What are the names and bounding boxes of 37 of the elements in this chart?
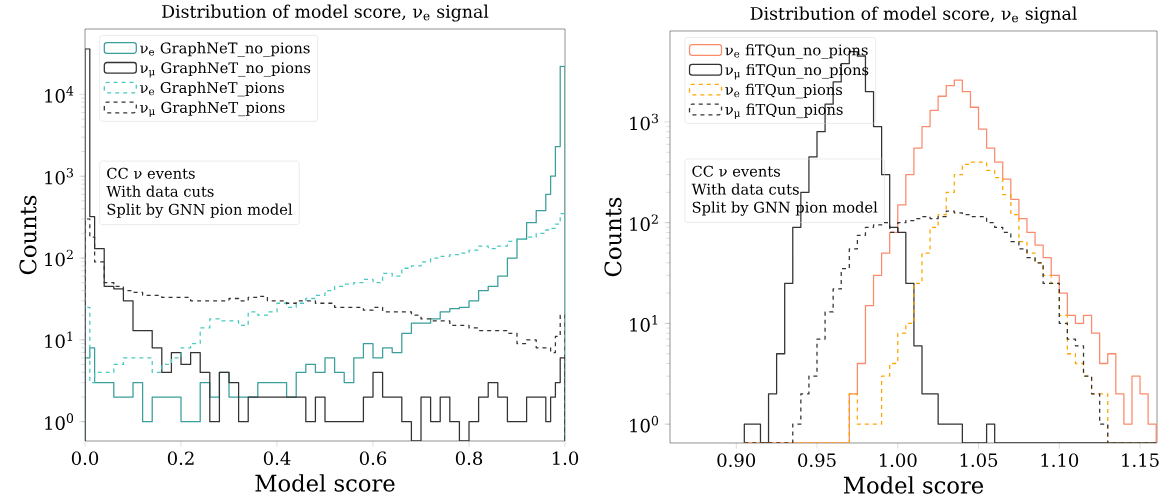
chart-title: Distribution of model score, ν$_{e}$ signal [750,6,1077,24]
legend-label: ν$_{e}$ GraphNeT_no_pions [140,42,310,57]
y-tick-label: 10$^{1}$ [630,315,658,332]
y-tick-label: 10$^{1}$ [45,331,73,349]
legend-label: ν$_{μ}$ GraphNeT_pions [140,101,285,118]
x-tick-label: 0.8 [455,451,483,466]
legend-label: ν$_{μ}$ GraphNeT_no_pions [140,61,311,78]
y-tick-label: 10$^{3}$ [45,167,74,185]
y-tick-label: 10$^{0}$ [630,415,659,433]
x-tick-label: 0.0 [71,451,99,466]
annotation: With data cuts [691,183,799,195]
y-axis-title: Counts [604,197,622,277]
y-tick-label: 10$^{2}$ [45,249,73,267]
legend-label: ν$_{e}$ fiTQun_no_pions [725,44,868,59]
x-tick-label: 1.10 [1041,453,1079,467]
y-axis-title: Counts [19,195,37,275]
x-tick-label: 0.6 [359,451,387,466]
y-tick-label: 10$^{3}$ [630,113,659,131]
x-tick-label: 0.2 [167,451,194,466]
x-tick-label: 1.00 [879,453,917,467]
annotation: Split by GNN pion model [107,203,293,218]
x-axis-title: Model score [843,476,984,494]
annotation: CC ν events [692,165,780,177]
legend-label: ν$_{e}$ GraphNeT_pions [140,81,284,97]
x-tick-label: 1.15 [1122,453,1159,467]
x-tick-label: 0.90 [717,453,756,467]
y-tick-label: 10$^{2}$ [630,214,658,231]
x-tick-label: 1.0 [552,451,579,466]
x-axis-title: Model score [255,474,395,492]
x-tick-label: 1.05 [960,453,998,467]
x-tick-label: 0.4 [263,451,291,466]
x-tick-label: 0.95 [798,453,836,467]
annotation: With data cuts [106,185,214,197]
chart-title: Distribution of model score, ν$_{e}$ signal [162,4,489,22]
annotation: CC ν events [107,167,195,179]
y-tick-label: 10$^{4}$ [45,86,74,103]
y-tick-label: 10$^{0}$ [45,413,74,430]
